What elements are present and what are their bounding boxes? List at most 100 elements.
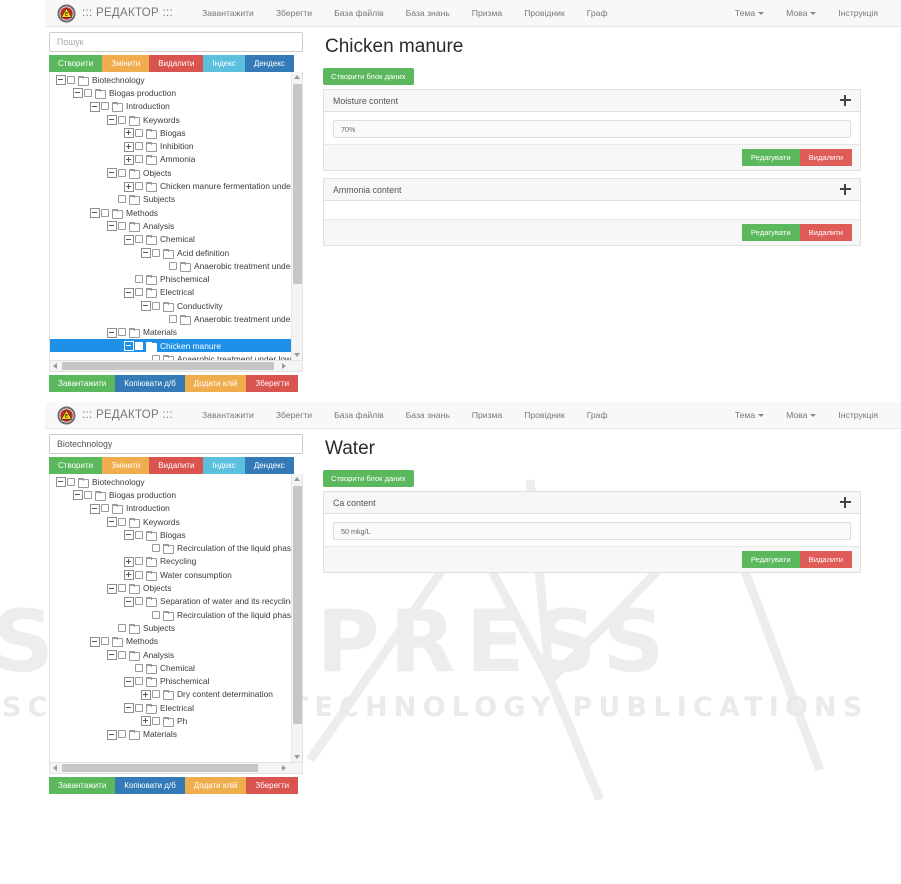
nav-item-4[interactable]: Призма bbox=[471, 7, 503, 18]
tree-item[interactable]: Keywords bbox=[50, 113, 291, 126]
toolbar-top-button-3[interactable]: Індекс bbox=[203, 457, 245, 474]
expand-icon[interactable] bbox=[141, 689, 151, 700]
tree-item-checkbox[interactable] bbox=[135, 142, 143, 151]
nav-right-item-2[interactable]: Інструкція bbox=[827, 402, 889, 429]
tree-item-checkbox[interactable] bbox=[118, 195, 126, 204]
tree-item[interactable]: Anaerobic treatment under low moisture c… bbox=[50, 312, 291, 325]
tree-item-checkbox[interactable] bbox=[152, 610, 160, 619]
tree-item-checkbox[interactable] bbox=[152, 544, 160, 553]
toolbar-top-button-0[interactable]: Створити bbox=[49, 55, 103, 72]
tree-item[interactable]: Separation of water and its recycling du… bbox=[50, 595, 291, 608]
tree-item-checkbox[interactable] bbox=[135, 341, 143, 350]
scroll-right-arrow-icon[interactable] bbox=[282, 363, 286, 369]
nav-right-item-1[interactable]: Мова bbox=[775, 0, 827, 27]
toolbar-top-button-4[interactable]: Дендекс bbox=[244, 55, 294, 72]
tree-item-checkbox[interactable] bbox=[169, 261, 177, 270]
nav-item-3[interactable]: База знань bbox=[405, 7, 450, 18]
move-cross-icon[interactable] bbox=[840, 497, 851, 508]
move-cross-icon[interactable] bbox=[840, 95, 851, 106]
tree-item-checkbox[interactable] bbox=[135, 182, 143, 191]
tree-item-checkbox[interactable] bbox=[101, 102, 109, 111]
create-data-block-button[interactable]: Створити блок даних bbox=[323, 68, 414, 85]
tree-item[interactable]: Methods bbox=[50, 635, 291, 648]
toolbar-bottom-button-3[interactable]: Зберегти bbox=[246, 375, 299, 392]
tree-item[interactable]: Introduction bbox=[50, 502, 291, 515]
data-block-value[interactable]: 50 mkg/L bbox=[333, 522, 851, 540]
expand-icon[interactable] bbox=[124, 570, 134, 581]
tree-item[interactable]: Ammonia bbox=[50, 153, 291, 166]
collapse-icon[interactable] bbox=[107, 327, 117, 338]
toolbar-bottom-button-0[interactable]: Завантажити bbox=[49, 777, 116, 794]
tree-item[interactable]: Objects bbox=[50, 166, 291, 179]
tree-item[interactable]: Biotechnology bbox=[50, 73, 291, 86]
collapse-icon[interactable] bbox=[107, 168, 117, 179]
scroll-up-arrow-icon[interactable] bbox=[294, 477, 300, 481]
tree-item[interactable]: Ph bbox=[50, 714, 291, 727]
tree-item[interactable]: Methods bbox=[50, 206, 291, 219]
tree-item-checkbox[interactable] bbox=[135, 275, 143, 284]
tree-item-checkbox[interactable] bbox=[135, 288, 143, 297]
tree-item-checkbox[interactable] bbox=[118, 221, 126, 230]
tree-item-checkbox[interactable] bbox=[118, 623, 126, 632]
collapse-icon[interactable] bbox=[56, 75, 66, 86]
collapse-icon[interactable] bbox=[141, 248, 151, 258]
tree-item-checkbox[interactable] bbox=[135, 128, 143, 137]
toolbar-bottom-button-2[interactable]: Додати клій bbox=[184, 375, 247, 392]
toolbar-top-button-0[interactable]: Створити bbox=[49, 457, 103, 474]
tree-item[interactable]: Acid definition bbox=[50, 246, 291, 259]
collapse-icon[interactable] bbox=[124, 530, 134, 541]
expand-icon[interactable] bbox=[124, 181, 134, 192]
edit-button[interactable]: Редагувати bbox=[741, 224, 800, 241]
collapse-icon[interactable] bbox=[141, 301, 151, 312]
toolbar-top-button-3[interactable]: Індекс bbox=[203, 55, 245, 72]
tree-item[interactable]: Subjects bbox=[50, 621, 291, 634]
nav-item-2[interactable]: База файлів bbox=[334, 409, 384, 420]
tree-vertical-scrollbar[interactable] bbox=[291, 72, 302, 360]
tree-item-checkbox[interactable] bbox=[152, 354, 160, 360]
edit-button[interactable]: Редагувати bbox=[741, 551, 800, 568]
tree-item[interactable]: Keywords bbox=[50, 515, 291, 528]
tree-item-checkbox[interactable] bbox=[135, 663, 143, 672]
tree-item[interactable]: Conductivity bbox=[50, 299, 291, 312]
tree-item[interactable]: Phischemical bbox=[50, 272, 291, 286]
nav-item-4[interactable]: Призма bbox=[471, 409, 503, 420]
tree-item[interactable]: Analysis bbox=[50, 219, 291, 232]
tree-item[interactable]: Analysis bbox=[50, 648, 291, 661]
tree-item[interactable]: Materials bbox=[50, 728, 291, 741]
tree-item[interactable]: Chemical bbox=[50, 661, 291, 674]
tree-item-checkbox[interactable] bbox=[135, 155, 143, 164]
data-block-value[interactable]: 70% bbox=[333, 120, 851, 138]
tree-view[interactable]: Biotechnology Biogas production Introducti… bbox=[50, 474, 291, 762]
tree-item-checkbox[interactable] bbox=[118, 517, 126, 526]
move-cross-icon[interactable] bbox=[840, 184, 851, 195]
expand-icon[interactable] bbox=[124, 141, 134, 152]
tree-item-checkbox[interactable] bbox=[135, 703, 143, 712]
tree-item[interactable]: Dry content determination bbox=[50, 688, 291, 701]
toolbar-bottom-button-1[interactable]: Копіювати д/б bbox=[115, 777, 185, 794]
tree-item-checkbox[interactable] bbox=[169, 314, 177, 323]
scroll-left-arrow-icon[interactable] bbox=[53, 765, 57, 771]
tree-item[interactable]: Biogas bbox=[50, 126, 291, 139]
search-input[interactable] bbox=[49, 434, 303, 454]
expand-icon[interactable] bbox=[124, 556, 134, 567]
collapse-icon[interactable] bbox=[107, 517, 117, 528]
tree-item-checkbox[interactable] bbox=[135, 530, 143, 539]
collapse-icon[interactable] bbox=[107, 650, 117, 660]
nav-item-5[interactable]: Провідник bbox=[524, 7, 565, 18]
nav-item-5[interactable]: Провідник bbox=[524, 409, 565, 420]
tree-item[interactable]: Chemical bbox=[50, 233, 291, 246]
edit-button[interactable]: Редагувати bbox=[741, 149, 800, 166]
tree-item[interactable]: Chicken manure bbox=[50, 338, 291, 353]
tree-item-checkbox[interactable] bbox=[135, 570, 143, 579]
tree-item[interactable]: Biogas production bbox=[50, 488, 291, 501]
tree-view[interactable]: Biotechnology Biogas production Introducti… bbox=[50, 72, 291, 360]
tree-item-checkbox[interactable] bbox=[135, 557, 143, 566]
collapse-icon[interactable] bbox=[73, 88, 83, 99]
tree-item[interactable]: Recirculation of the liquid phase of eff… bbox=[50, 541, 291, 555]
tree-item-checkbox[interactable] bbox=[118, 115, 126, 124]
toolbar-bottom-button-0[interactable]: Завантажити bbox=[49, 375, 116, 392]
nav-item-6[interactable]: Граф bbox=[586, 409, 608, 420]
collapse-icon[interactable] bbox=[124, 703, 134, 714]
scroll-down-arrow-icon[interactable] bbox=[294, 755, 300, 759]
tree-item[interactable]: Objects bbox=[50, 581, 291, 595]
